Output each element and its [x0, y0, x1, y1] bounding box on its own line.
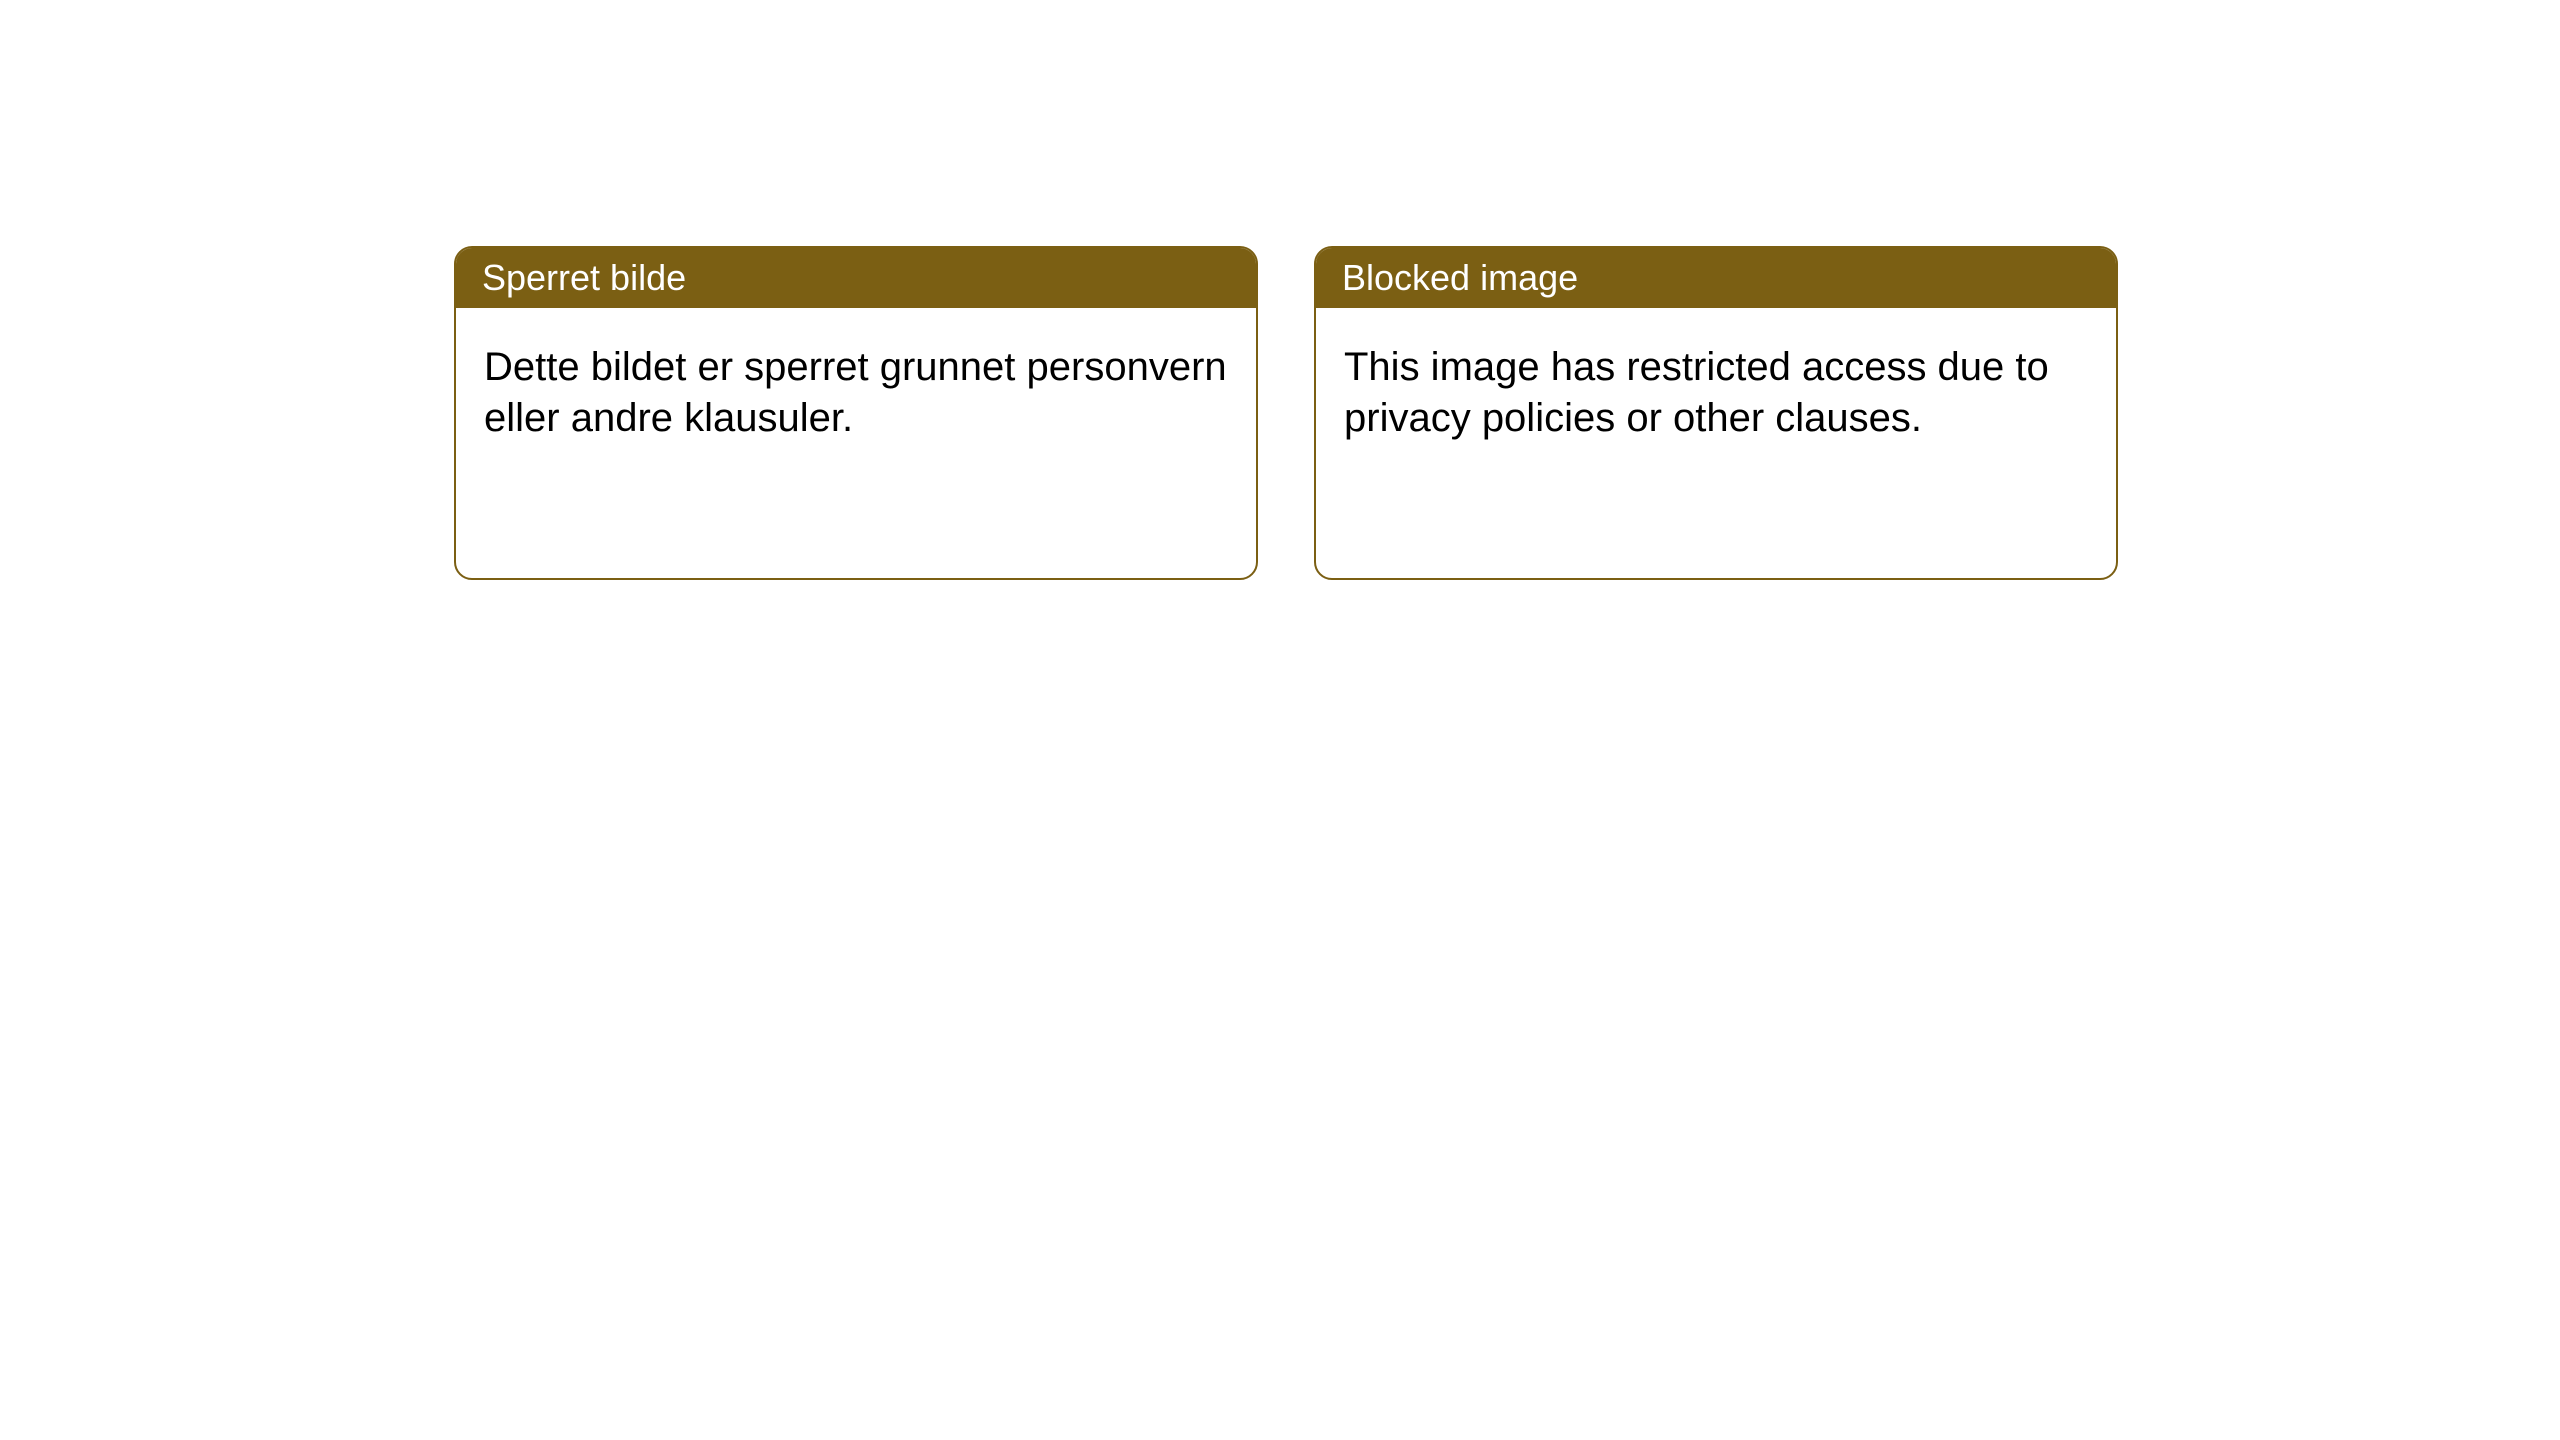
notice-cards-row: Sperret bilde Dette bildet er sperret gr… [0, 0, 2560, 580]
blocked-image-card-en: Blocked image This image has restricted … [1314, 246, 2118, 580]
card-body-text: Dette bildet er sperret grunnet personve… [456, 308, 1256, 578]
card-body-text: This image has restricted access due to … [1316, 308, 2116, 578]
card-title: Blocked image [1316, 248, 2116, 308]
card-title: Sperret bilde [456, 248, 1256, 308]
blocked-image-card-no: Sperret bilde Dette bildet er sperret gr… [454, 246, 1258, 580]
